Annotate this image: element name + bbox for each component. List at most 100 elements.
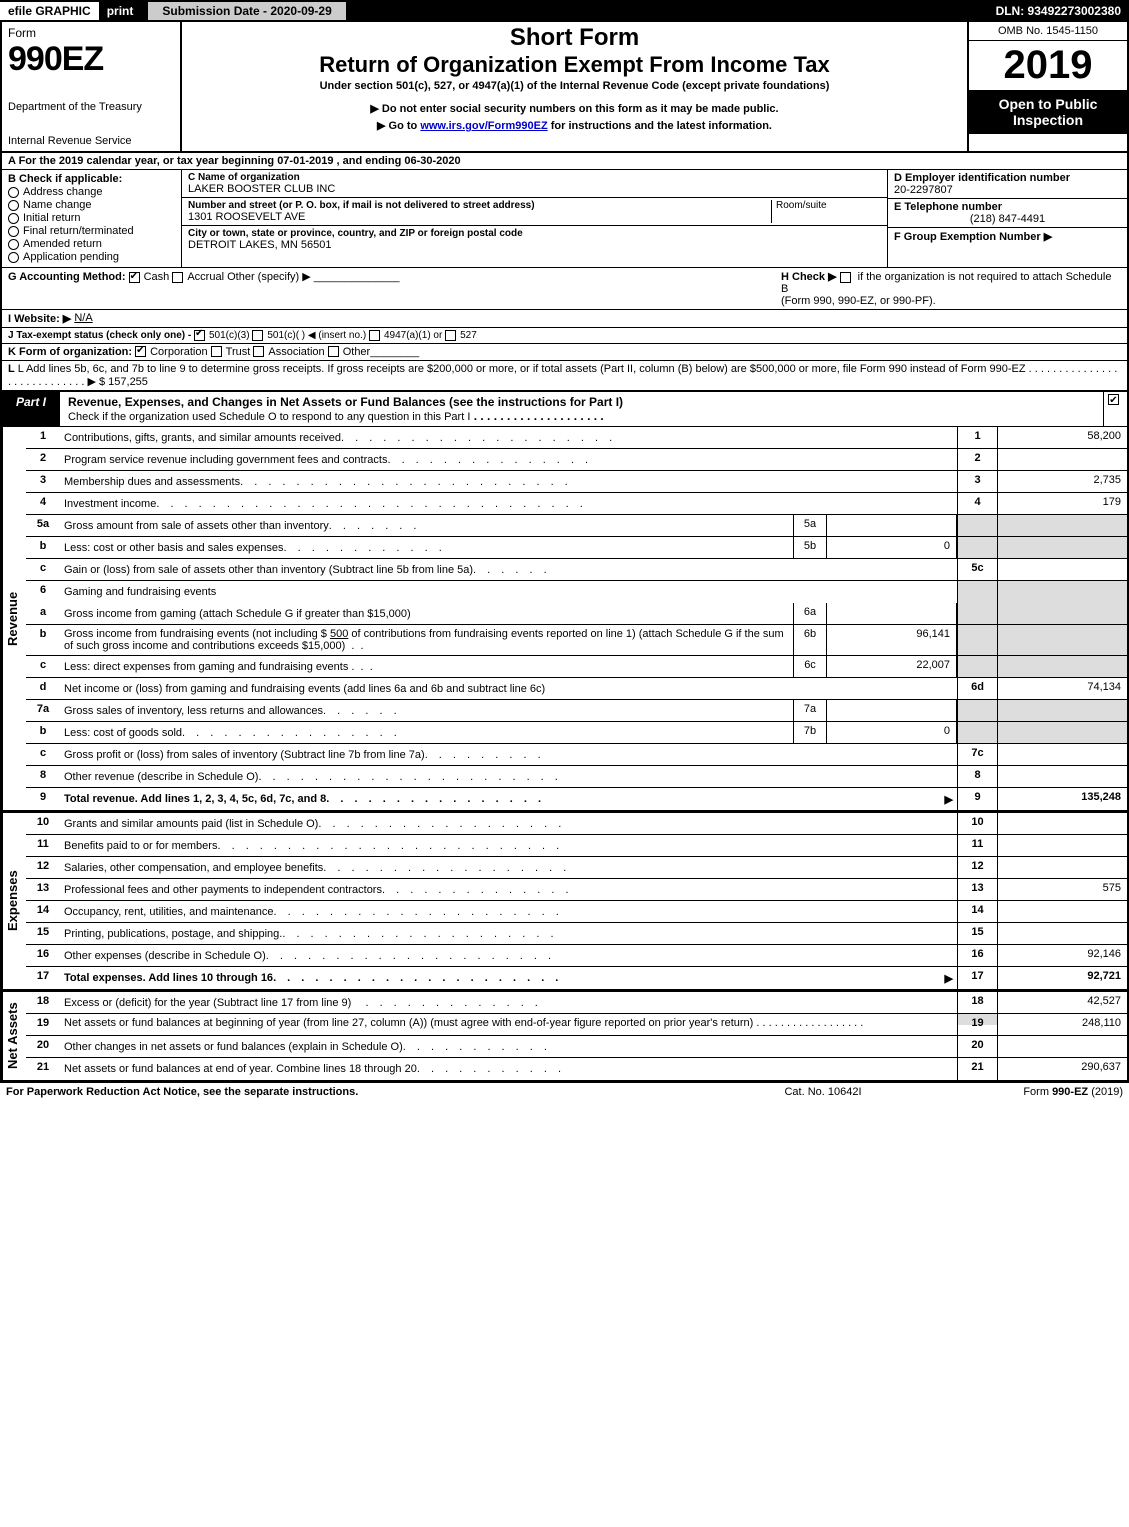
l4-val: 179 xyxy=(997,493,1127,514)
amended-return-label: Amended return xyxy=(23,238,102,250)
ein-label: D Employer identification number xyxy=(894,172,1121,184)
line-7c: cGross profit or (loss) from sales of in… xyxy=(26,744,1127,766)
website-value: N/A xyxy=(74,312,92,325)
line-14: 14Occupancy, rent, utilities, and mainte… xyxy=(26,901,1127,923)
tax-year: 2019 xyxy=(969,41,1127,90)
dept-treasury: Department of the Treasury xyxy=(8,101,174,113)
row-k: K Form of organization: Corporation Trus… xyxy=(0,344,1129,361)
501c-label: 501(c)( ) ◀ (insert no.) xyxy=(267,330,366,341)
l6b-desc1: Gross income from fundraising events (no… xyxy=(64,628,330,640)
line-3: 3Membership dues and assessments. . . . … xyxy=(26,471,1127,493)
chk-accrual[interactable] xyxy=(172,272,183,283)
line-2: 2Program service revenue including gover… xyxy=(26,449,1127,471)
omb-number: OMB No. 1545-1150 xyxy=(969,22,1127,41)
paperwork-notice: For Paperwork Reduction Act Notice, see … xyxy=(6,1086,723,1098)
l10-desc: Grants and similar amounts paid (list in… xyxy=(64,818,318,830)
chk-sched-b[interactable] xyxy=(840,272,851,283)
l5c-val xyxy=(997,559,1127,580)
chk-trust[interactable] xyxy=(211,346,222,357)
l3-desc: Membership dues and assessments xyxy=(64,476,240,488)
part1-title-text: Revenue, Expenses, and Changes in Net As… xyxy=(68,395,623,409)
schedule-b-check: H Check ▶ if the organization is not req… xyxy=(781,270,1121,307)
l5b-desc: Less: cost or other basis and sales expe… xyxy=(64,542,284,554)
chk-final[interactable] xyxy=(8,226,19,237)
l6d-desc: Net income or (loss) from gaming and fun… xyxy=(64,683,545,695)
final-return-label: Final return/terminated xyxy=(23,225,134,237)
open-inspection: Open to Public Inspection xyxy=(969,90,1127,134)
l19-desc: Net assets or fund balances at beginning… xyxy=(64,1017,753,1029)
col-b: B Check if applicable: Address change Na… xyxy=(2,170,182,267)
line-9: 9Total revenue. Add lines 1, 2, 3, 4, 5c… xyxy=(26,788,1127,810)
line-6a: aGross income from gaming (attach Schedu… xyxy=(26,603,1127,625)
print-button[interactable]: print xyxy=(99,2,142,20)
side-expenses: Expenses xyxy=(2,813,26,989)
chk-initial[interactable] xyxy=(8,213,19,224)
row-j: J Tax-exempt status (check only one) - 5… xyxy=(0,328,1129,344)
l6-desc: Gaming and fundraising events xyxy=(64,586,216,598)
side-netassets: Net Assets xyxy=(2,992,26,1080)
chk-501c[interactable] xyxy=(252,330,263,341)
l11-val xyxy=(997,835,1127,856)
org-name-label: C Name of organization xyxy=(188,172,881,183)
l4-desc: Investment income xyxy=(64,498,156,510)
line-17: 17Total expenses. Add lines 10 through 1… xyxy=(26,967,1127,989)
note2-pre: ▶ Go to xyxy=(377,120,420,132)
l3-val: 2,735 xyxy=(997,471,1127,492)
form-title-block: Short Form Return of Organization Exempt… xyxy=(182,22,967,151)
line-10: 10Grants and similar amounts paid (list … xyxy=(26,813,1127,835)
l7a-val xyxy=(827,700,957,721)
page-footer: For Paperwork Reduction Act Notice, see … xyxy=(0,1082,1129,1101)
l6b-amount-underline: 500 xyxy=(330,628,348,640)
part1-tag: Part I xyxy=(2,392,60,426)
l18-val: 42,527 xyxy=(997,992,1127,1013)
chk-amended[interactable] xyxy=(8,239,19,250)
room-label: Room/suite xyxy=(771,200,881,223)
chk-527[interactable] xyxy=(445,330,456,341)
pending-label: Application pending xyxy=(23,251,119,263)
line-6: 6Gaming and fundraising events xyxy=(26,581,1127,603)
chk-addr-change[interactable] xyxy=(8,187,19,198)
l-amount: ▶ $ 157,255 xyxy=(87,376,147,388)
chk-4947[interactable] xyxy=(369,330,380,341)
col-c: C Name of organizationLAKER BOOSTER CLUB… xyxy=(182,170,887,267)
l6a-desc: Gross income from gaming (attach Schedul… xyxy=(64,608,411,620)
line-20: 20Other changes in net assets or fund ba… xyxy=(26,1036,1127,1058)
chk-cash[interactable] xyxy=(129,272,140,283)
part1-check-line: Check if the organization used Schedule … xyxy=(68,411,470,423)
l8-val xyxy=(997,766,1127,787)
chk-other-org[interactable] xyxy=(328,346,339,357)
chk-corp[interactable] xyxy=(135,346,146,357)
l1-val: 58,200 xyxy=(997,427,1127,448)
ssn-note: ▶ Do not enter social security numbers o… xyxy=(190,102,959,115)
line-1: 1Contributions, gifts, grants, and simil… xyxy=(26,427,1127,449)
chk-assoc[interactable] xyxy=(253,346,264,357)
subtitle: Under section 501(c), 527, or 4947(a)(1)… xyxy=(190,80,959,92)
l12-desc: Salaries, other compensation, and employ… xyxy=(64,862,323,874)
row-l: L L Add lines 5b, 6c, and 7b to line 9 t… xyxy=(0,361,1129,391)
expenses-block: Expenses 10Grants and similar amounts pa… xyxy=(0,811,1129,990)
irs-link[interactable]: www.irs.gov/Form990EZ xyxy=(420,120,547,132)
l6a-val xyxy=(827,603,957,624)
l7c-val xyxy=(997,744,1127,765)
trust-label: Trust xyxy=(226,346,251,358)
col-b-title: B Check if applicable: xyxy=(8,173,175,185)
chk-pending[interactable] xyxy=(8,252,19,263)
street-label: Number and street (or P. O. box, if mail… xyxy=(188,200,771,211)
line-7b: bLess: cost of goods sold. . . . . . . .… xyxy=(26,722,1127,744)
l5a-val xyxy=(827,515,957,536)
line-13: 13Professional fees and other payments t… xyxy=(26,879,1127,901)
line-15: 15Printing, publications, postage, and s… xyxy=(26,923,1127,945)
line-19: 19Net assets or fund balances at beginni… xyxy=(26,1014,1127,1036)
part1-checkbox-cell xyxy=(1103,392,1127,426)
l19-val: 248,110 xyxy=(997,1014,1127,1035)
tax-period: A For the 2019 calendar year, or tax yea… xyxy=(0,153,1129,170)
line-21: 21Net assets or fund balances at end of … xyxy=(26,1058,1127,1080)
chk-schedule-o[interactable] xyxy=(1108,394,1119,405)
chk-name-change[interactable] xyxy=(8,200,19,211)
l20-desc: Other changes in net assets or fund bala… xyxy=(64,1041,403,1053)
part1-title: Revenue, Expenses, and Changes in Net As… xyxy=(60,392,1103,426)
street: 1301 ROOSEVELT AVE xyxy=(188,211,771,223)
l13-val: 575 xyxy=(997,879,1127,900)
l10-val xyxy=(997,813,1127,834)
chk-501c3[interactable] xyxy=(194,330,205,341)
